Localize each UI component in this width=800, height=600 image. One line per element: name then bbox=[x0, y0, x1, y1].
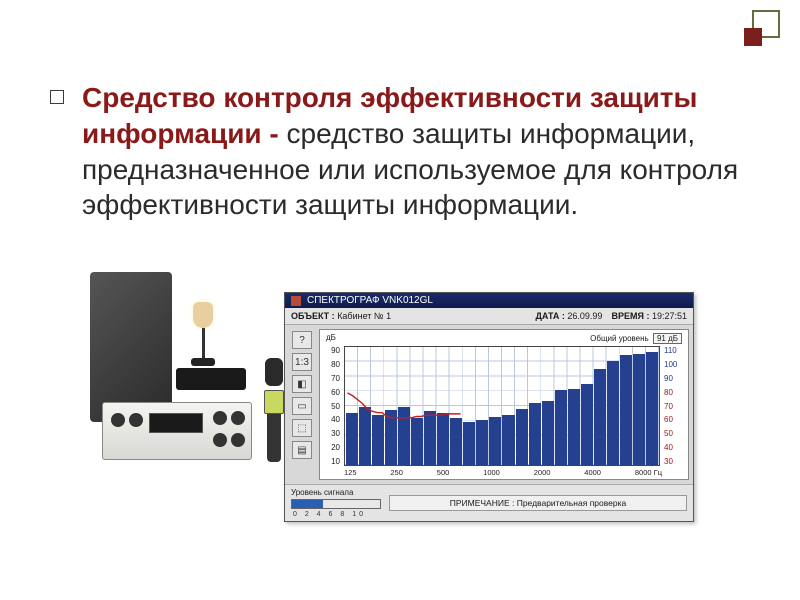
spectrum-bar bbox=[476, 420, 488, 465]
x-tick: 2000 bbox=[534, 468, 551, 477]
spectrum-bar bbox=[529, 403, 541, 465]
spectrum-bar bbox=[568, 389, 580, 465]
y-axis: 90 80 70 60 50 40 30 20 10 bbox=[324, 346, 342, 466]
side-tick: 80 bbox=[664, 388, 684, 397]
side-tick: 50 bbox=[664, 429, 684, 438]
spectrum-bar bbox=[581, 384, 593, 465]
bullet-marker bbox=[50, 90, 64, 104]
tool-button[interactable]: ◧ bbox=[292, 375, 312, 393]
tool-button[interactable]: ▤ bbox=[292, 441, 312, 459]
side-scale: 110 100 90 80 70 60 50 40 30 bbox=[662, 346, 684, 466]
y-tick: 70 bbox=[324, 374, 340, 383]
spectrum-bar bbox=[594, 369, 606, 465]
x-axis: 125 250 500 1000 2000 4000 8000 Гц bbox=[324, 466, 684, 477]
spectrum-bar bbox=[555, 390, 567, 465]
lamp-icon bbox=[184, 302, 222, 372]
note-label: ПРИМЕЧАНИЕ : bbox=[450, 498, 515, 508]
tool-button[interactable]: ? bbox=[292, 331, 312, 349]
note-value: Предварительная проверка bbox=[517, 498, 627, 508]
x-tick: 1000 bbox=[483, 468, 500, 477]
x-tick: 250 bbox=[390, 468, 403, 477]
device-box-icon bbox=[176, 368, 246, 390]
side-tick: 70 bbox=[664, 402, 684, 411]
object-value: Кабинет № 1 bbox=[337, 311, 391, 321]
spectrum-bar bbox=[646, 352, 658, 465]
status-bar: Уровень сигнала 0 2 4 6 8 10 ПРИМЕЧАНИЕ … bbox=[285, 484, 693, 521]
y-unit: дБ bbox=[326, 333, 336, 344]
spectrum-bar bbox=[489, 417, 501, 466]
chart: дБ Общий уровень 91 дБ 90 80 70 60 50 40 30 20 1… bbox=[319, 329, 689, 480]
y-tick: 50 bbox=[324, 402, 340, 411]
time-value: 19:27:51 bbox=[652, 311, 687, 321]
note-box: ПРИМЕЧАНИЕ : Предварительная проверка bbox=[389, 495, 687, 511]
side-tick: 110 bbox=[664, 346, 684, 355]
x-tick: 125 bbox=[344, 468, 357, 477]
signal-label: Уровень сигнала bbox=[291, 488, 381, 497]
spectrograph-window: СПЕКТРОГРАФ VNK012GL ОБЪЕКТ : Кабинет № … bbox=[284, 292, 694, 522]
spectrum-bar bbox=[463, 422, 475, 465]
side-tick: 90 bbox=[664, 374, 684, 383]
date-label: ДАТА : bbox=[536, 311, 565, 321]
analyzer-icon bbox=[102, 402, 252, 460]
tool-button[interactable]: ▭ bbox=[292, 397, 312, 415]
window-title: СПЕКТРОГРАФ VNK012GL bbox=[307, 295, 433, 306]
y-tick: 10 bbox=[324, 457, 340, 466]
signal-ticks: 0 2 4 6 8 10 bbox=[291, 511, 381, 518]
overall-label: Общий уровень bbox=[590, 334, 649, 343]
object-label: ОБЪЕКТ : bbox=[291, 311, 335, 321]
overall-value: 91 дБ bbox=[653, 333, 682, 344]
signal-bar bbox=[291, 499, 381, 509]
definition-text: Средство контроля эффективности защиты и… bbox=[82, 80, 750, 223]
date-value: 26.09.99 bbox=[567, 311, 602, 321]
plot-area bbox=[344, 346, 660, 466]
y-tick: 40 bbox=[324, 415, 340, 424]
side-tick: 30 bbox=[664, 457, 684, 466]
y-tick: 60 bbox=[324, 388, 340, 397]
y-tick: 30 bbox=[324, 429, 340, 438]
x-tick: 500 bbox=[437, 468, 450, 477]
signal-meter: Уровень сигнала 0 2 4 6 8 10 bbox=[291, 488, 381, 518]
x-tick: 4000 bbox=[584, 468, 601, 477]
spectrum-bar bbox=[620, 355, 632, 465]
tool-button[interactable]: ⬚ bbox=[292, 419, 312, 437]
x-tick: 8000 Гц bbox=[635, 468, 662, 477]
spectrum-bar bbox=[542, 401, 554, 465]
side-tick: 40 bbox=[664, 443, 684, 452]
y-tick: 90 bbox=[324, 346, 340, 355]
spectrum-bar bbox=[516, 409, 528, 465]
tool-button[interactable]: 1:3 bbox=[292, 353, 312, 371]
toolbar: ? 1:3 ◧ ▭ ⬚ ▤ bbox=[289, 329, 315, 480]
window-titlebar: СПЕКТРОГРАФ VNK012GL bbox=[285, 293, 693, 308]
spectrum-bar bbox=[633, 354, 645, 465]
threshold-line bbox=[347, 393, 460, 418]
side-tick: 60 bbox=[664, 415, 684, 424]
side-tick: 100 bbox=[664, 360, 684, 369]
spectrum-bar bbox=[502, 415, 514, 465]
y-tick: 80 bbox=[324, 360, 340, 369]
time-label: ВРЕМЯ : bbox=[611, 311, 649, 321]
decor-inner-square bbox=[744, 28, 762, 46]
slide-content: Средство контроля эффективности защиты и… bbox=[50, 80, 750, 223]
app-icon bbox=[291, 296, 301, 306]
spectrum-bar bbox=[607, 361, 619, 465]
info-bar: ОБЪЕКТ : Кабинет № 1 ДАТА : 26.09.99 ВРЕ… bbox=[285, 308, 693, 325]
speaker-icon bbox=[90, 272, 172, 422]
y-tick: 20 bbox=[324, 443, 340, 452]
